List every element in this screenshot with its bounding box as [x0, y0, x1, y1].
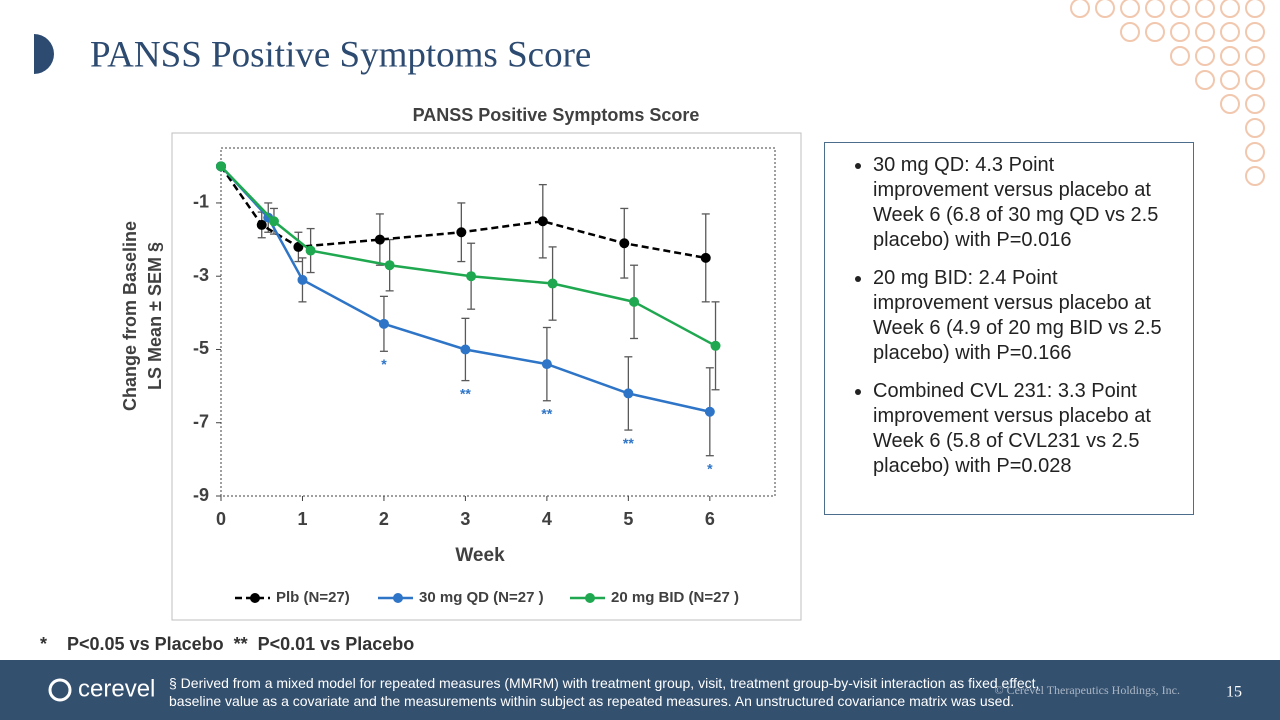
marker [216, 161, 226, 172]
legend-label: 30 mg QD (N=27 ) [419, 589, 544, 606]
marker [537, 216, 548, 227]
significance-label: * [381, 356, 387, 372]
plot-area [220, 147, 776, 497]
y-tick-label: -9 [193, 485, 209, 505]
x-tick-label: 4 [542, 509, 552, 529]
page-number: 15 [1226, 684, 1242, 701]
y-tick-label: -5 [193, 338, 209, 358]
x-tick-label: 2 [379, 509, 389, 529]
significance-label: ** [541, 405, 552, 421]
decor-circles [1070, 0, 1265, 186]
y-axis-label: Change from Baseline [120, 221, 140, 411]
x-tick-label: 5 [623, 509, 633, 529]
series-line [219, 165, 706, 260]
bullet: 20 mg BID: 2.4 Point improvement versus … [873, 266, 1173, 366]
marker [378, 318, 389, 329]
series-line [220, 165, 717, 347]
bullet-box: 30 mg QD: 4.3 Point improvement versus p… [824, 142, 1194, 515]
marker [547, 278, 558, 289]
title-icon [34, 34, 54, 74]
bullet-list: 30 mg QD: 4.3 Point improvement versus p… [841, 153, 1173, 479]
significance-note: * P<0.05 vs Placebo ** P<0.01 vs Placebo [40, 634, 414, 654]
legend-label: Plb (N=27) [276, 589, 350, 606]
chart-title: PANSS Positive Symptoms Score [413, 105, 700, 125]
footnote-line: § Derived from a mixed model for repeate… [169, 675, 1040, 691]
legend-marker [250, 593, 260, 603]
marker [297, 274, 308, 285]
marker [629, 296, 640, 307]
copyright: © Cerevel Therapeutics Holdings, Inc. [994, 683, 1180, 697]
marker [700, 252, 711, 263]
marker [384, 260, 395, 271]
marker [293, 241, 304, 252]
y-tick-label: -1 [193, 192, 209, 212]
x-tick-label: 0 [216, 509, 226, 529]
bullet: 30 mg QD: 4.3 Point improvement versus p… [873, 153, 1173, 253]
chart-frame [171, 132, 802, 621]
bullet: Combined CVL 231: 3.3 Point improvement … [873, 379, 1173, 479]
marker [305, 245, 316, 256]
significance-label: * [707, 460, 713, 476]
footnote-line: baseline value as a covariate and the me… [169, 693, 1015, 709]
legend-marker [585, 593, 595, 603]
y-tick-label: -7 [193, 411, 209, 431]
series-line [220, 165, 711, 413]
x-tick-label: 3 [460, 509, 470, 529]
marker [456, 227, 467, 238]
marker [256, 219, 267, 230]
y-axis-label: LS Mean ± SEM § [145, 242, 165, 390]
footer-band [0, 660, 1280, 720]
slide-title: PANSS Positive Symptoms Score [90, 34, 591, 75]
logo-mark [48, 678, 72, 702]
x-tick-label: 6 [705, 509, 715, 529]
marker [466, 271, 477, 282]
legend-marker [393, 593, 403, 603]
marker [268, 216, 279, 227]
marker [541, 359, 552, 370]
footnote: § Derived from a mixed model for repeate… [169, 674, 1089, 710]
significance-label: ** [623, 435, 634, 451]
marker [710, 340, 721, 351]
marker [374, 234, 385, 245]
y-tick-label: -3 [193, 265, 209, 285]
marker [704, 406, 715, 417]
x-tick-label: 1 [297, 509, 307, 529]
legend-label: 20 mg BID (N=27 ) [611, 589, 739, 606]
x-axis-label: Week [455, 545, 505, 566]
marker [623, 388, 634, 399]
significance-label: ** [460, 385, 471, 401]
logo-text: cerevel [78, 675, 155, 702]
marker [460, 344, 471, 355]
marker [619, 238, 630, 249]
